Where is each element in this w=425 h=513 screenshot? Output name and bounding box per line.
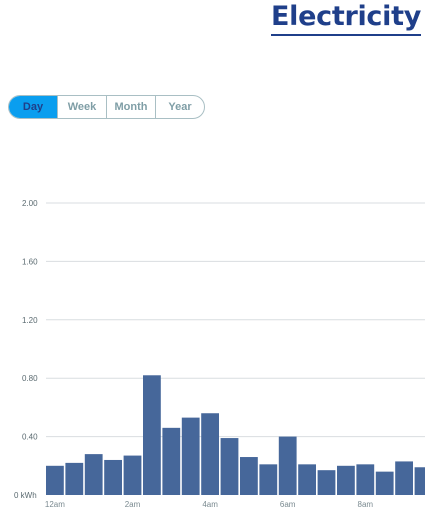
x-tick-label: 4am [202,500,218,509]
usage-bar[interactable] [298,464,316,495]
usage-bar[interactable] [46,465,64,495]
usage-bar[interactable] [375,471,394,495]
usage-bar[interactable] [317,470,336,495]
y-tick-label: 2.00 [22,199,38,208]
usage-bar[interactable] [337,465,355,495]
usage-bar[interactable] [240,457,258,495]
usage-bar[interactable] [181,417,200,495]
x-tick-label: 8am [358,500,374,509]
usage-bar[interactable] [259,464,278,495]
usage-bar[interactable] [65,462,84,495]
tab-year[interactable]: Year [155,96,204,118]
y-tick-label: 0.80 [22,374,38,383]
usage-bar[interactable] [201,413,219,495]
usage-bar[interactable] [162,427,181,495]
usage-bar[interactable] [143,375,161,495]
period-selector: Day Week Month Year [8,95,205,119]
x-tick-label: 6am [280,500,296,509]
y-tick-label: 1.60 [22,257,38,266]
usage-bar[interactable] [220,438,239,495]
y-tick-label: 0.40 [22,433,38,442]
tab-week[interactable]: Week [57,96,106,118]
y-tick-label: 1.20 [22,316,38,325]
tab-day[interactable]: Day [9,96,57,118]
page-title: Electricity [271,0,421,36]
usage-bar[interactable] [278,436,297,495]
usage-bar[interactable] [414,467,425,495]
x-tick-label: 12am [45,500,65,509]
usage-bar[interactable] [104,459,122,495]
usage-bar[interactable] [84,454,103,495]
usage-bar[interactable] [356,464,375,495]
tab-month[interactable]: Month [106,96,155,118]
usage-bar[interactable] [395,461,413,495]
usage-bar[interactable] [123,455,142,495]
x-tick-label: 2am [125,500,141,509]
y-tick-label: 0 kWh [14,491,37,500]
